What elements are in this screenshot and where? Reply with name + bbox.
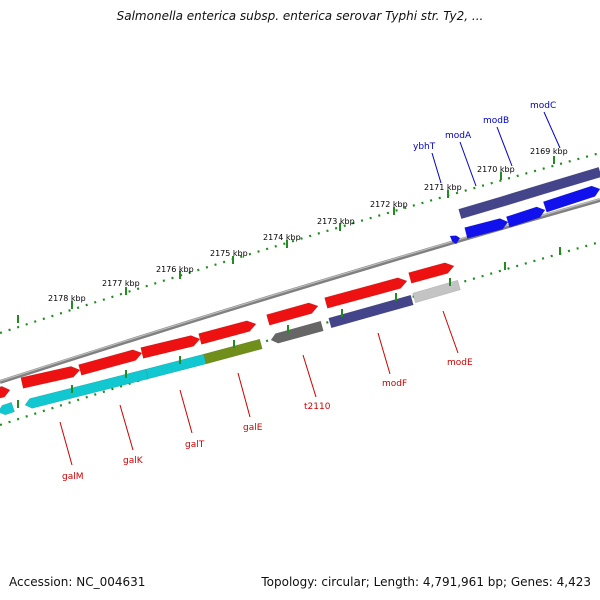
gene-label-ybhT: ybhT	[413, 142, 436, 152]
axis-label: 2177 kbp	[102, 279, 140, 288]
axis-label: 2174 kbp	[263, 233, 301, 242]
map-title: Salmonella enterica subsp. enterica sero…	[116, 9, 484, 23]
gene-arrow	[408, 262, 455, 284]
gene-bar	[270, 320, 324, 344]
gene-arrow	[505, 206, 546, 228]
axis-label: 2175 kbp	[210, 249, 248, 258]
axis-label: 2171 kbp	[424, 183, 462, 192]
gene-arrow	[324, 277, 408, 309]
gene-arrow	[542, 185, 600, 213]
axis-label: 2178 kbp	[48, 294, 86, 303]
gene-label-galT: galT	[185, 440, 205, 450]
gene-bar	[203, 338, 263, 365]
gene-arrow	[20, 366, 81, 389]
axis-labels: 2169 kbp 2170 kbp 2171 kbp 2172 kbp 2173…	[48, 147, 568, 303]
gene-bar	[538, 166, 600, 196]
gene-label-modB: modB	[483, 116, 509, 126]
gene-label-galE: galE	[243, 423, 263, 433]
top-gene-labels: ybhT modA modB modC	[413, 101, 561, 187]
gene-label-galK: galK	[123, 456, 144, 466]
gene-arrow	[464, 218, 509, 239]
gene-label-t2110: t2110	[304, 402, 331, 412]
gene-label-modA: modA	[445, 131, 472, 141]
gene-arrow	[266, 302, 319, 326]
gene-bar	[328, 294, 414, 329]
gene-arrow	[140, 335, 201, 359]
axis-label: 2173 kbp	[317, 217, 355, 226]
axis-label: 2169 kbp	[530, 147, 568, 156]
gene-label-modC: modC	[530, 101, 556, 111]
gene-bar	[412, 279, 461, 304]
topology-text: Topology: circular; Length: 4,791,961 bp…	[261, 575, 591, 589]
gene-arrow	[198, 320, 257, 345]
axis-label: 2176 kbp	[156, 265, 194, 274]
gene-label-galM: galM	[62, 472, 84, 482]
bottom-gene-labels: galM galK galT galE t2110 modF modE	[59, 310, 473, 482]
axis-label: 2172 kbp	[370, 200, 408, 209]
gene-arrow	[78, 349, 143, 376]
gene-bar	[502, 184, 542, 207]
gene-label-modE: modE	[447, 358, 473, 368]
gene-label-modF: modF	[382, 379, 407, 389]
gene-arrow	[449, 235, 461, 245]
axis-label: 2170 kbp	[477, 165, 515, 174]
gene-arrow	[0, 386, 11, 399]
gene-bar	[145, 353, 207, 380]
accession-text: Accession: NC_004631	[9, 575, 146, 589]
gene-bar	[458, 195, 506, 220]
gene-bar	[0, 401, 15, 416]
